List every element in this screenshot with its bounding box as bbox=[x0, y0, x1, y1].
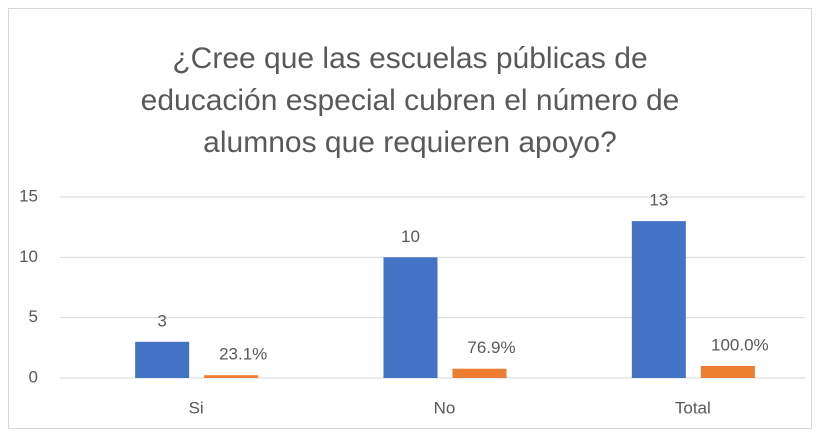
chart-frame bbox=[8, 8, 812, 429]
x-tick-label: Si bbox=[189, 398, 204, 417]
bar bbox=[135, 341, 190, 378]
data-label: 100.0% bbox=[711, 335, 769, 354]
y-tick-label: 5 bbox=[29, 307, 38, 326]
bar bbox=[383, 257, 438, 378]
bar bbox=[452, 368, 507, 378]
data-label: 10 bbox=[401, 227, 420, 246]
data-label: 23.1% bbox=[219, 345, 267, 364]
bar bbox=[204, 375, 259, 378]
x-tick-label: Total bbox=[675, 398, 711, 417]
data-label: 13 bbox=[649, 191, 668, 210]
bar bbox=[700, 365, 755, 378]
data-label: 76.9% bbox=[467, 338, 515, 357]
x-tick-label: No bbox=[434, 398, 456, 417]
y-tick-label: 10 bbox=[19, 247, 38, 266]
y-tick-label: 15 bbox=[19, 186, 38, 205]
bar bbox=[631, 221, 686, 378]
chart-title: ¿Cree que las escuelas públicas de educa… bbox=[140, 42, 680, 159]
data-label: 3 bbox=[157, 311, 166, 330]
y-tick-label: 0 bbox=[29, 367, 38, 386]
